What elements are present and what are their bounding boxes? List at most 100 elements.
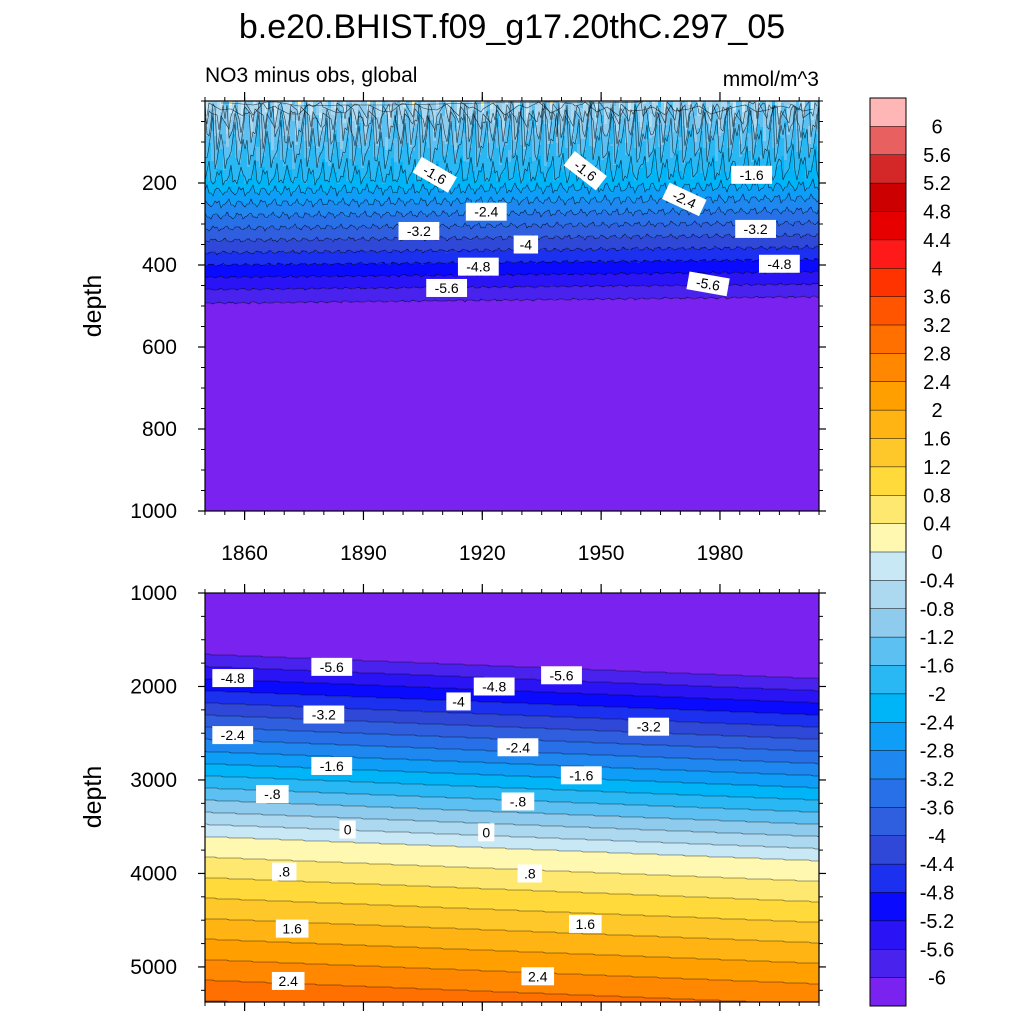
- upper-contour-fill: [460, 203, 464, 216]
- upper-contour-fill: [799, 160, 803, 185]
- lower-contour-fill: [289, 743, 293, 756]
- upper-contour-fill: [628, 224, 632, 239]
- upper-contour-fill: [622, 286, 626, 300]
- lower-contour-fill: [346, 672, 350, 685]
- upper-contour-fill: [619, 273, 623, 286]
- lower-contour-fill: [277, 815, 281, 828]
- lower-contour-fill: [259, 778, 263, 791]
- upper-contour-fill: [691, 128, 695, 180]
- upper-contour-fill: [760, 188, 764, 201]
- upper-contour-fill: [763, 207, 767, 223]
- lower-contour-fill: [217, 740, 221, 753]
- upper-contour-fill: [676, 200, 680, 214]
- upper-contour-fill: [625, 178, 629, 190]
- upper-contour-fill: [802, 163, 806, 184]
- lower-contour-fill: [382, 593, 386, 662]
- lower-contour-fill: [256, 705, 260, 718]
- lower-contour-fill: [325, 781, 329, 794]
- lower-contour-fill: [307, 902, 311, 924]
- upper-contour-fill: [718, 127, 722, 137]
- upper-contour-fill: [577, 178, 581, 191]
- upper-contour-fill: [802, 183, 806, 203]
- upper-contour-fill: [598, 260, 602, 274]
- lower-contour-fill: [292, 682, 296, 695]
- upper-contour-fill: [427, 195, 431, 206]
- lower-contour-fill: [370, 864, 374, 885]
- lower-contour-fill: [331, 732, 335, 745]
- lower-contour-fill: [319, 862, 323, 883]
- upper-contour-fill: [340, 176, 344, 192]
- upper-contour-fill: [583, 299, 587, 511]
- upper-contour-fill: [211, 196, 215, 207]
- upper-contour-fill: [211, 206, 215, 217]
- lower-contour-fill: [250, 790, 254, 803]
- lower-contour-fill: [268, 921, 272, 943]
- upper-contour-fill: [661, 262, 665, 275]
- upper-contour-fill: [553, 101, 557, 119]
- upper-contour-fill: [781, 247, 785, 259]
- lower-contour-fill: [325, 768, 329, 782]
- upper-contour-fill: [418, 251, 422, 264]
- lower-contour-fill: [352, 684, 356, 698]
- upper-contour-fill: [736, 101, 740, 134]
- upper-contour-fill: [319, 289, 323, 302]
- upper-contour-fill: [364, 301, 368, 511]
- upper-contour-fill: [286, 201, 290, 216]
- lower-contour-fill: [358, 904, 362, 926]
- upper-contour-fill: [766, 297, 770, 511]
- upper-contour-fill: [742, 130, 746, 154]
- lower-contour-fill: [298, 804, 302, 817]
- lower-contour-fill: [376, 685, 380, 699]
- lower-contour-fill: [325, 903, 329, 924]
- upper-contour-fill: [514, 101, 518, 107]
- lower-contour-fill: [259, 941, 263, 963]
- upper-contour-fill: [667, 101, 671, 136]
- lower-contour-fill: [319, 841, 323, 863]
- upper-contour-fill: [562, 101, 566, 121]
- lower-contour-fill: [394, 967, 398, 989]
- upper-contour-fill: [817, 221, 819, 235]
- upper-contour-fill: [385, 264, 389, 277]
- upper-contour-fill: [628, 238, 632, 252]
- lower-contour-fill: [394, 832, 398, 845]
- lower-contour-fill: [316, 744, 320, 757]
- lower-contour-fill: [271, 593, 275, 658]
- upper-contour-fill: [223, 141, 227, 145]
- lower-contour-fill: [373, 884, 377, 906]
- lower-contour-fill: [412, 808, 416, 822]
- upper-contour-fill: [814, 213, 818, 227]
- lower-contour-fill: [265, 815, 269, 828]
- lower-contour-fill: [244, 879, 248, 901]
- upper-contour-fill: [652, 285, 656, 299]
- lower-contour-fill: [328, 720, 332, 733]
- upper-contour-fill: [688, 260, 692, 273]
- lower-contour-fill: [352, 733, 356, 746]
- lower-contour-fill: [349, 769, 353, 783]
- upper-contour-fill: [337, 192, 341, 203]
- lower-contour-fill: [244, 859, 248, 880]
- upper-contour-fill: [760, 285, 764, 299]
- lower-contour-fill: [331, 684, 335, 697]
- upper-contour-fill: [571, 185, 575, 197]
- lower-contour-fill: [253, 729, 257, 742]
- upper-contour-fill: [442, 199, 446, 211]
- lower-contour-fill: [211, 898, 215, 920]
- upper-contour-fill: [205, 159, 209, 175]
- upper-contour-fill: [307, 302, 311, 511]
- lower-contour-fill: [382, 885, 386, 906]
- upper-contour-fill: [781, 224, 785, 237]
- upper-contour-fill: [223, 170, 227, 184]
- lower-contour-fill: [229, 740, 233, 754]
- lower-contour-fill: [274, 983, 278, 1002]
- lower-contour-fill: [313, 882, 317, 903]
- upper-contour-fill: [409, 101, 413, 148]
- upper-contour-fill: [223, 144, 227, 171]
- upper-contour-fill: [562, 238, 566, 250]
- upper-contour-fill: [517, 227, 521, 238]
- lower-contour-fill: [292, 670, 296, 683]
- upper-contour-fill: [541, 273, 545, 287]
- lower-contour-fill: [214, 788, 218, 802]
- upper-contour-fill: [775, 297, 779, 511]
- upper-contour-fill: [283, 253, 287, 267]
- upper-contour-fill: [697, 128, 701, 153]
